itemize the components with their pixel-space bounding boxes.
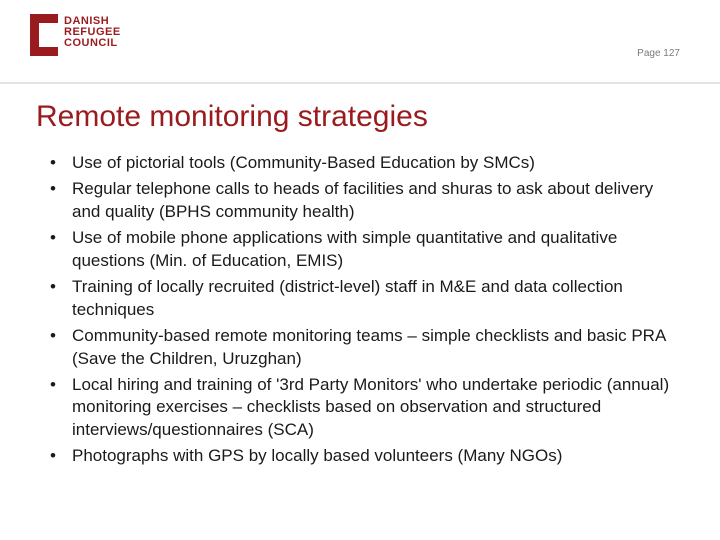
list-item: Training of locally recruited (district-… <box>46 276 680 321</box>
slide-title: Remote monitoring strategies <box>36 100 680 134</box>
logo-line-3: COUNCIL <box>64 38 121 49</box>
drc-logo: DANISH REFUGEE COUNCIL <box>30 14 690 56</box>
list-item: Use of pictorial tools (Community-Based … <box>46 152 680 174</box>
slide-content: Remote monitoring strategies Use of pict… <box>0 78 720 468</box>
bullet-list: Use of pictorial tools (Community-Based … <box>36 152 680 468</box>
slide-header: DANISH REFUGEE COUNCIL Page 127 <box>0 0 720 78</box>
list-item: Community-based remote monitoring teams … <box>46 325 680 370</box>
page-number: Page 127 <box>637 48 680 59</box>
list-item: Local hiring and training of '3rd Party … <box>46 374 680 441</box>
logo-text: DANISH REFUGEE COUNCIL <box>64 16 121 49</box>
list-item: Photographs with GPS by locally based vo… <box>46 445 680 467</box>
logo-mark-icon <box>30 14 58 56</box>
list-item: Regular telephone calls to heads of faci… <box>46 178 680 223</box>
list-item: Use of mobile phone applications with si… <box>46 227 680 272</box>
header-divider <box>0 82 720 84</box>
